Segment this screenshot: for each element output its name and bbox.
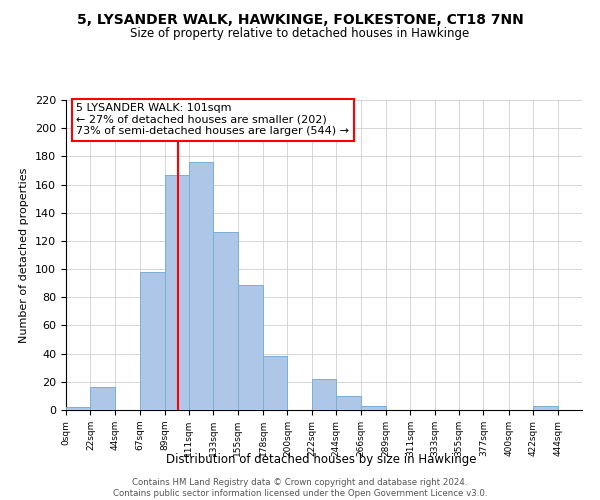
Bar — [164, 174, 189, 410]
Bar — [189, 162, 213, 410]
Y-axis label: Number of detached properties: Number of detached properties — [19, 168, 29, 342]
Bar — [361, 406, 386, 410]
Text: 5 LYSANDER WALK: 101sqm
← 27% of detached houses are smaller (202)
73% of semi-d: 5 LYSANDER WALK: 101sqm ← 27% of detache… — [76, 103, 349, 136]
Bar — [533, 406, 557, 410]
Text: Distribution of detached houses by size in Hawkinge: Distribution of detached houses by size … — [166, 452, 476, 466]
Text: 5, LYSANDER WALK, HAWKINGE, FOLKESTONE, CT18 7NN: 5, LYSANDER WALK, HAWKINGE, FOLKESTONE, … — [77, 12, 523, 26]
Text: Contains HM Land Registry data © Crown copyright and database right 2024.
Contai: Contains HM Land Registry data © Crown c… — [113, 478, 487, 498]
Bar — [213, 232, 238, 410]
Text: Size of property relative to detached houses in Hawkinge: Size of property relative to detached ho… — [130, 28, 470, 40]
Bar — [263, 356, 287, 410]
Bar — [66, 407, 91, 410]
Bar — [140, 272, 164, 410]
Bar — [238, 284, 263, 410]
Bar — [312, 379, 336, 410]
Bar — [91, 388, 115, 410]
Bar — [336, 396, 361, 410]
